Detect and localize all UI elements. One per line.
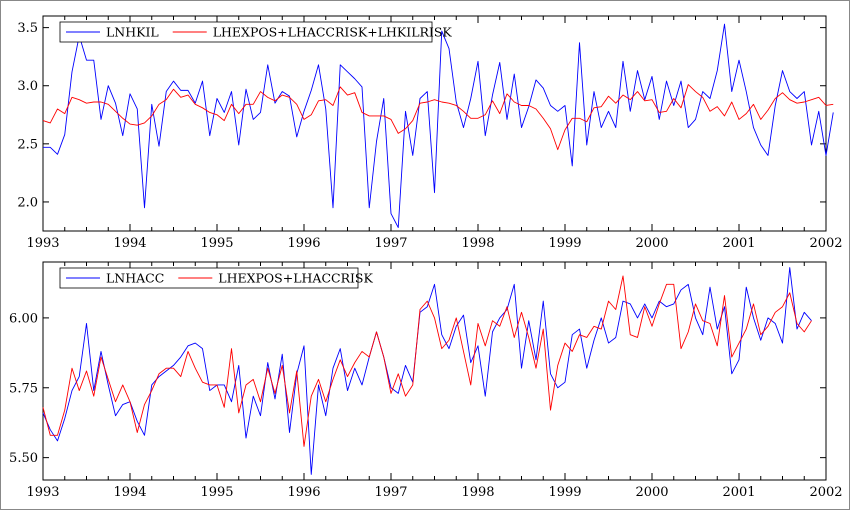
legend: LNHACC LHEXPOS+LHACCRISK <box>59 267 373 289</box>
x-tick-label: 1993 <box>26 236 59 251</box>
legend-label: LHEXPOS+LHACCRISK <box>218 271 373 286</box>
legend-label: LNHACC <box>106 271 164 286</box>
x-tick-label: 1995 <box>200 485 233 500</box>
x-tick-label: 2000 <box>635 236 668 251</box>
x-tick-label: 1997 <box>374 236 407 251</box>
x-tick-label: 1997 <box>374 485 407 500</box>
x-tick-label: 2001 <box>722 236 755 251</box>
y-tick-label: 6.00 <box>9 311 38 326</box>
x-tick-label: 1998 <box>461 485 494 500</box>
x-tick-label: 1993 <box>26 485 59 500</box>
x-tick-label: 1994 <box>113 236 146 251</box>
x-tick-label: 1998 <box>461 236 494 251</box>
y-tick-label: 2.0 <box>17 195 38 210</box>
legend-box <box>59 21 433 43</box>
series-line-lnhacc <box>42 267 812 475</box>
y-tick-label: 3.0 <box>17 79 38 94</box>
legend: LNHKIL LHEXPOS+LHACCRISK+LHKILRISK <box>59 21 453 43</box>
x-tick-label: 2002 <box>809 236 842 251</box>
x-tick-label: 1999 <box>548 236 581 251</box>
series-line-lhexpos-lhaccrisk-lhkilrisk <box>42 84 834 151</box>
y-tick-label: 2.5 <box>17 137 38 152</box>
x-tick-label: 2001 <box>722 485 755 500</box>
x-tick-label: 2000 <box>635 485 668 500</box>
legend-label: LNHKIL <box>106 25 159 40</box>
y-tick-label: 3.5 <box>17 21 38 36</box>
y-tick-label: 5.75 <box>9 381 38 396</box>
series-line-lhexpos-lhaccrisk <box>42 275 812 447</box>
x-tick-label: 1994 <box>113 485 146 500</box>
x-tick-label: 1996 <box>287 485 320 500</box>
x-tick-label: 1996 <box>287 236 320 251</box>
x-tick-label: 2002 <box>809 485 842 500</box>
legend-label: LHEXPOS+LHACCRISK+LHKILRISK <box>213 25 453 40</box>
top-chart-panel: 2.0 2.5 3.0 3.5 1993 1994 1995 1996 1997 1998 1999… <box>17 15 843 251</box>
y-tick-label: 5.50 <box>9 451 38 466</box>
x-tick-label: 1995 <box>200 236 233 251</box>
x-tick-label: 1999 <box>548 485 581 500</box>
bottom-chart-panel: 5.50 5.75 6.00 1993 1994 1995 1996 1997 1998 1999… <box>9 261 843 500</box>
